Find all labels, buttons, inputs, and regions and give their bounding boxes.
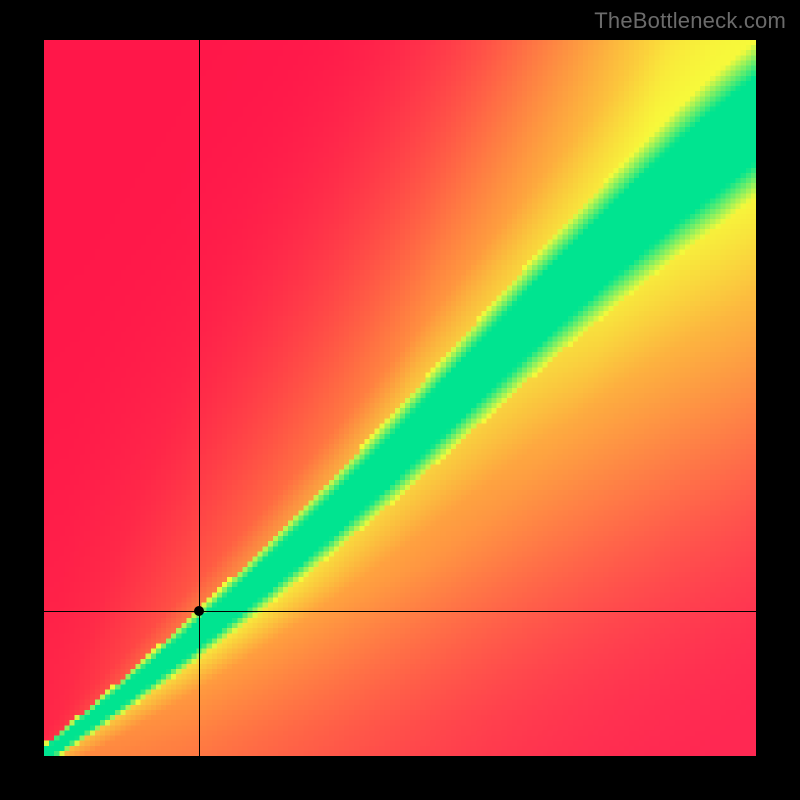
heatmap-canvas (44, 40, 756, 756)
heatmap-plot (44, 40, 756, 756)
crosshair-vertical (199, 40, 200, 756)
crosshair-marker (194, 606, 204, 616)
crosshair-horizontal (44, 611, 756, 612)
watermark-text: TheBottleneck.com (594, 8, 786, 34)
